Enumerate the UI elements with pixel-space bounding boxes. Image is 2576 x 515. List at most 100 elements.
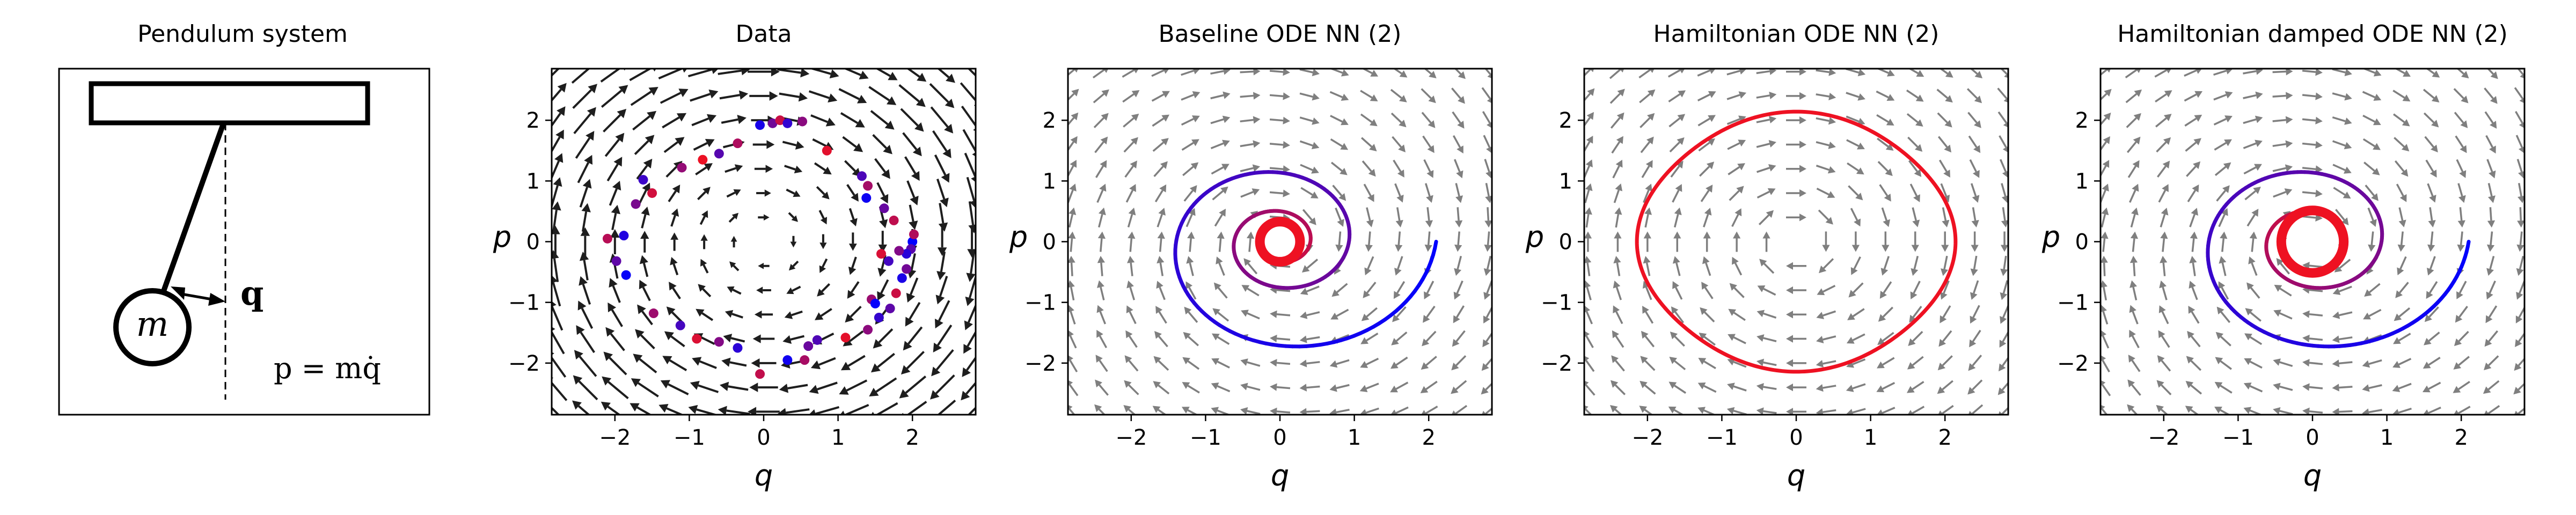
field-arrow	[843, 69, 869, 79]
field-arrow	[2302, 165, 2323, 173]
field-arrow	[1970, 69, 1983, 79]
field-arrow	[1068, 112, 1079, 127]
field-arrow	[1211, 382, 1231, 393]
field-arrow	[2332, 408, 2353, 415]
field-arrow	[2189, 255, 2197, 276]
field-arrow	[1124, 160, 1137, 178]
field-arrow	[2422, 381, 2441, 393]
field-arrow	[2276, 258, 2290, 275]
field-arrow	[1217, 231, 1225, 252]
field-arrow	[576, 325, 595, 354]
field-arrow	[779, 384, 808, 393]
field-arrow	[748, 407, 780, 415]
field-arrow	[2243, 382, 2263, 393]
field-arrow	[1667, 69, 1685, 78]
field-arrow	[1068, 207, 1077, 228]
field-arrow	[786, 285, 801, 295]
field-arrow	[2395, 282, 2409, 298]
field-arrow	[1329, 384, 1350, 392]
field-arrow	[573, 107, 596, 135]
field-arrow	[2101, 329, 2110, 349]
field-arrow	[552, 106, 566, 128]
field-arrow	[718, 69, 750, 76]
field-arrow	[2334, 259, 2351, 273]
chart-title: Baseline ODE NN (2)	[1159, 20, 1402, 48]
field-arrow	[552, 377, 568, 401]
field-arrow	[1451, 87, 1465, 104]
field-arrow	[782, 335, 804, 344]
field-arrow	[1270, 310, 1291, 318]
field-arrow	[2394, 307, 2411, 321]
field-arrow	[1155, 306, 1167, 324]
x-tick-label: 0	[757, 425, 770, 450]
field-arrow	[1613, 281, 1622, 300]
field-arrow	[2000, 280, 2008, 300]
field-arrow	[2130, 231, 2139, 252]
field-arrow	[2484, 405, 2500, 415]
field-arrow	[1240, 164, 1261, 172]
field-arrow	[1816, 92, 1836, 100]
field-arrow	[2101, 112, 2111, 126]
field-arrow	[2101, 280, 2107, 301]
field-arrow	[574, 350, 597, 377]
field-arrow	[968, 201, 976, 234]
field-arrow	[754, 310, 773, 319]
field-arrow	[1818, 209, 1833, 225]
field-arrow	[2423, 112, 2439, 128]
field-arrow	[1094, 404, 1106, 415]
field-arrow	[936, 251, 946, 281]
field-arrow	[660, 89, 689, 104]
field-arrow	[1269, 165, 1290, 173]
data-point	[692, 334, 702, 344]
field-arrow	[1970, 183, 1980, 203]
pendulum-frame	[58, 68, 430, 416]
field-arrow	[2158, 305, 2169, 325]
field-arrow	[932, 130, 952, 158]
pendulum-rod	[160, 123, 226, 293]
field-arrow	[2127, 160, 2140, 178]
field-arrow	[1361, 307, 1378, 321]
field-arrow	[2515, 306, 2524, 323]
field-arrow	[1726, 91, 1747, 100]
field-arrow	[874, 158, 890, 179]
field-arrow	[1481, 87, 1492, 104]
field-arrow	[1668, 406, 1685, 415]
field-arrow	[1848, 185, 1863, 201]
field-arrow	[2365, 185, 2379, 201]
data-point	[800, 355, 810, 365]
field-arrow	[1939, 69, 1953, 78]
field-arrow	[552, 153, 564, 180]
field-arrow	[1816, 384, 1836, 392]
field-arrow	[1819, 258, 1834, 274]
field-arrow	[2158, 330, 2170, 348]
field-arrow	[1611, 136, 1623, 154]
field-arrow	[1127, 207, 1136, 227]
field-arrow	[1997, 87, 2008, 103]
field-arrow	[1640, 356, 1656, 371]
field-arrow	[758, 214, 770, 221]
y-tick-label: −2	[508, 351, 540, 376]
field-arrow	[2243, 139, 2263, 149]
field-arrow	[1816, 310, 1836, 319]
field-arrow	[1213, 282, 1228, 299]
field-arrow	[1643, 256, 1651, 276]
field-arrow	[961, 105, 976, 131]
field-arrow	[1157, 208, 1166, 227]
field-arrow	[1210, 139, 1230, 150]
field-arrow	[636, 158, 653, 180]
field-arrow	[2332, 285, 2352, 295]
data-point	[879, 203, 889, 214]
field-arrow	[1182, 382, 1200, 394]
field-arrow	[1846, 358, 1866, 368]
field-arrow	[1330, 115, 1349, 126]
field-arrow	[669, 282, 681, 299]
field-arrow	[1638, 69, 1655, 79]
field-arrow	[1392, 136, 1406, 152]
field-arrow	[749, 91, 778, 101]
field-arrow	[2332, 116, 2352, 125]
field-arrow	[1392, 306, 1407, 322]
x-tick-label: 2	[1938, 425, 1951, 450]
data-point	[775, 115, 785, 126]
field-arrow	[1612, 159, 1623, 179]
field-arrow	[1299, 69, 1320, 76]
